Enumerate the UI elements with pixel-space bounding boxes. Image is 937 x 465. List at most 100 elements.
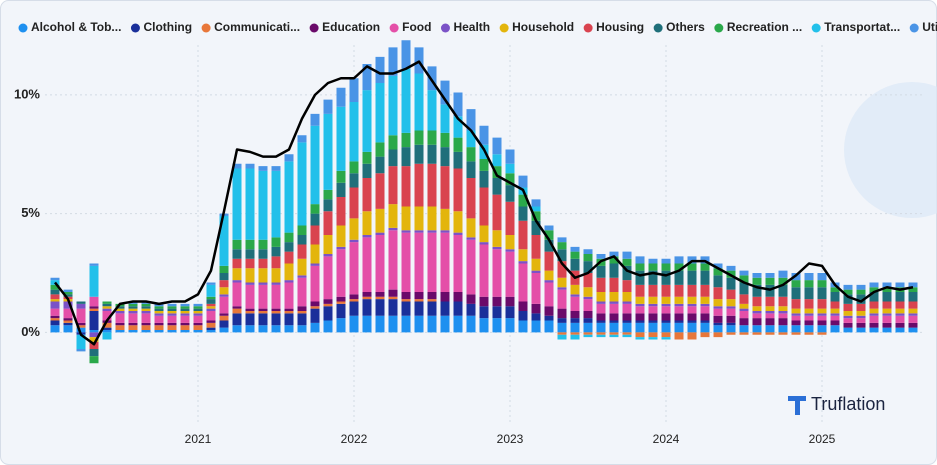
bar-segment (791, 332, 801, 335)
bar-segment (752, 284, 762, 297)
bar-segment (622, 280, 632, 292)
bar-segment (310, 204, 320, 214)
bar-segment (76, 349, 86, 352)
bar-segment (453, 211, 463, 233)
bar-segment (635, 320, 645, 323)
bar-segment (141, 303, 151, 307)
bar-segment (284, 308, 294, 311)
bar-segment (245, 284, 255, 309)
legend-marker (909, 23, 919, 33)
bar-segment (76, 334, 86, 349)
bar-segment (700, 303, 710, 307)
bar-segment (323, 235, 333, 254)
bar-segment (531, 303, 541, 314)
bar-segment (427, 90, 437, 131)
bar-segment (180, 303, 190, 307)
bar-segment (180, 330, 190, 333)
bar-segment (336, 106, 346, 171)
bar-segment (440, 104, 450, 133)
bar-segment (232, 325, 242, 333)
bar-segment (180, 308, 190, 311)
bar-segment (349, 218, 359, 240)
bar-segment (414, 206, 424, 231)
bar-segment (700, 306, 710, 314)
bar-segment (596, 265, 606, 278)
legend-label: Alcohol & Tob... (31, 20, 121, 34)
bar-segment (492, 154, 502, 167)
bar-segment (284, 282, 294, 309)
bar-segment (219, 313, 229, 316)
bar-segment (63, 322, 73, 326)
bar-segment (791, 299, 801, 309)
bar-segment (492, 306, 502, 319)
bar-segment (284, 325, 294, 333)
bar-segment (713, 287, 723, 300)
bar-segment (128, 325, 138, 330)
bar-segment (167, 315, 177, 323)
bar-segment (206, 284, 216, 297)
bar-segment (284, 161, 294, 233)
legend-label: Transportat... (824, 20, 900, 34)
legend-marker (583, 23, 593, 33)
bar-segment (102, 322, 112, 328)
bar-segment (518, 263, 528, 302)
bar-segment (817, 320, 827, 326)
bar-segment (778, 325, 788, 333)
bar-segment (791, 287, 801, 300)
bar-segment (115, 313, 125, 323)
bar-segment (323, 320, 333, 333)
bar-segment (479, 125, 489, 145)
legend-marker (201, 23, 211, 33)
bar-segment (908, 301, 918, 309)
bar-segment (310, 263, 320, 266)
bar-segment (50, 308, 60, 316)
bar-segment (856, 289, 866, 295)
bar-segment (245, 168, 255, 240)
bar-segment (362, 237, 372, 292)
logo-text: Truflation (811, 394, 885, 414)
bar-segment (245, 258, 255, 269)
bar-segment (804, 315, 814, 321)
bar-segment (791, 308, 801, 314)
bar-segment (102, 306, 112, 309)
bar-segment (713, 275, 723, 288)
bar-segment (76, 308, 86, 323)
bar-segment (323, 189, 333, 200)
bar-segment (830, 325, 840, 333)
bar-segment (479, 187, 489, 226)
bar-segment (583, 261, 593, 273)
bar-segment (154, 308, 164, 311)
bar-segment (557, 249, 567, 262)
bar-segment (544, 270, 554, 281)
bar-segment (102, 301, 112, 304)
bar-segment (674, 322, 684, 333)
bar-segment (713, 332, 723, 338)
bar-segment (648, 332, 658, 338)
bar-segment (206, 299, 216, 304)
bar-segment (505, 185, 515, 202)
bar-segment (804, 325, 814, 333)
bar-segment (349, 242, 359, 295)
bar-segment (167, 308, 177, 311)
bar-segment (882, 301, 892, 309)
bar-segment (388, 149, 398, 167)
bar-segment (752, 325, 762, 333)
bar-segment (856, 322, 866, 328)
bar-segment (141, 306, 151, 309)
bar-segment (89, 330, 99, 333)
bar-segment (895, 322, 905, 328)
bar-segment (115, 325, 125, 330)
bar-segment (414, 232, 424, 292)
bar-segment (219, 265, 229, 273)
bar-segment (245, 249, 255, 259)
logo-icon (788, 396, 806, 415)
bar-segment (778, 311, 788, 314)
bar-segment (778, 313, 788, 319)
bar-segment (726, 299, 736, 307)
bar-segment (453, 151, 463, 169)
bar-segment (583, 254, 593, 262)
bar-segment (661, 332, 671, 338)
bar-segment (349, 315, 359, 333)
bar-segment (895, 308, 905, 314)
bar-segment (635, 306, 645, 314)
